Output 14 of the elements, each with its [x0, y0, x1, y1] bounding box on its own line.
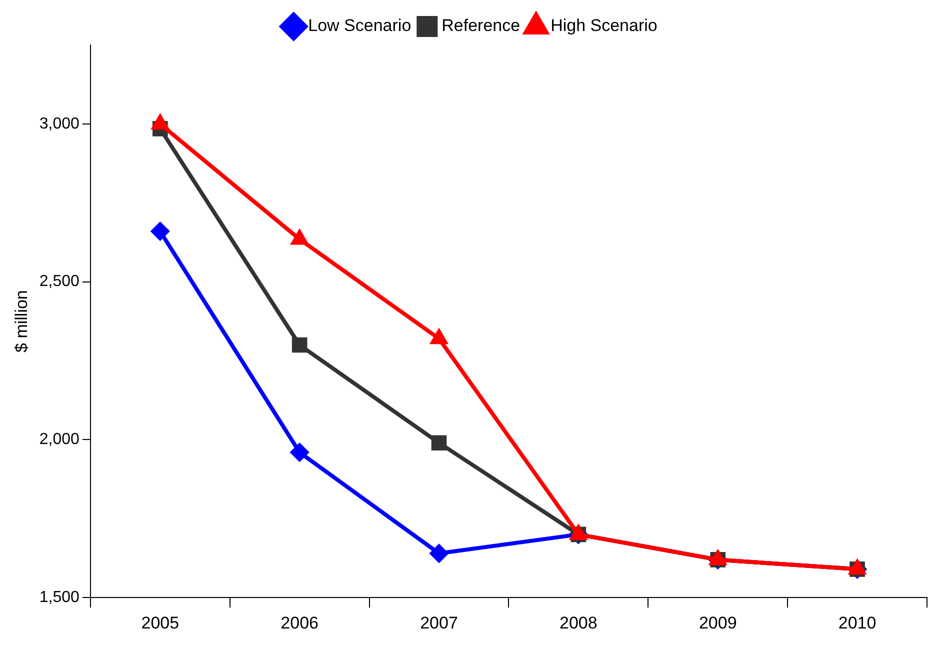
y-axis-title: $ million — [12, 290, 31, 352]
y-tick-label: 3,000 — [39, 115, 80, 132]
x-tick-label: 2009 — [698, 613, 737, 632]
y-tick-label: 2,500 — [39, 273, 80, 290]
legend-label: High Scenario — [550, 16, 658, 36]
x-tick-label: 2005 — [141, 613, 180, 632]
legend-label: Reference — [442, 16, 520, 36]
x-tick-label: 2008 — [560, 613, 598, 632]
legend-label: Low Scenario — [308, 16, 412, 36]
y-tick-label: 2,000 — [39, 431, 80, 448]
x-tick-label: 2010 — [838, 613, 876, 632]
y-tick-label: 1,500 — [39, 589, 80, 606]
x-tick-label: 2006 — [280, 613, 318, 632]
x-tick-label: 2007 — [420, 613, 458, 632]
